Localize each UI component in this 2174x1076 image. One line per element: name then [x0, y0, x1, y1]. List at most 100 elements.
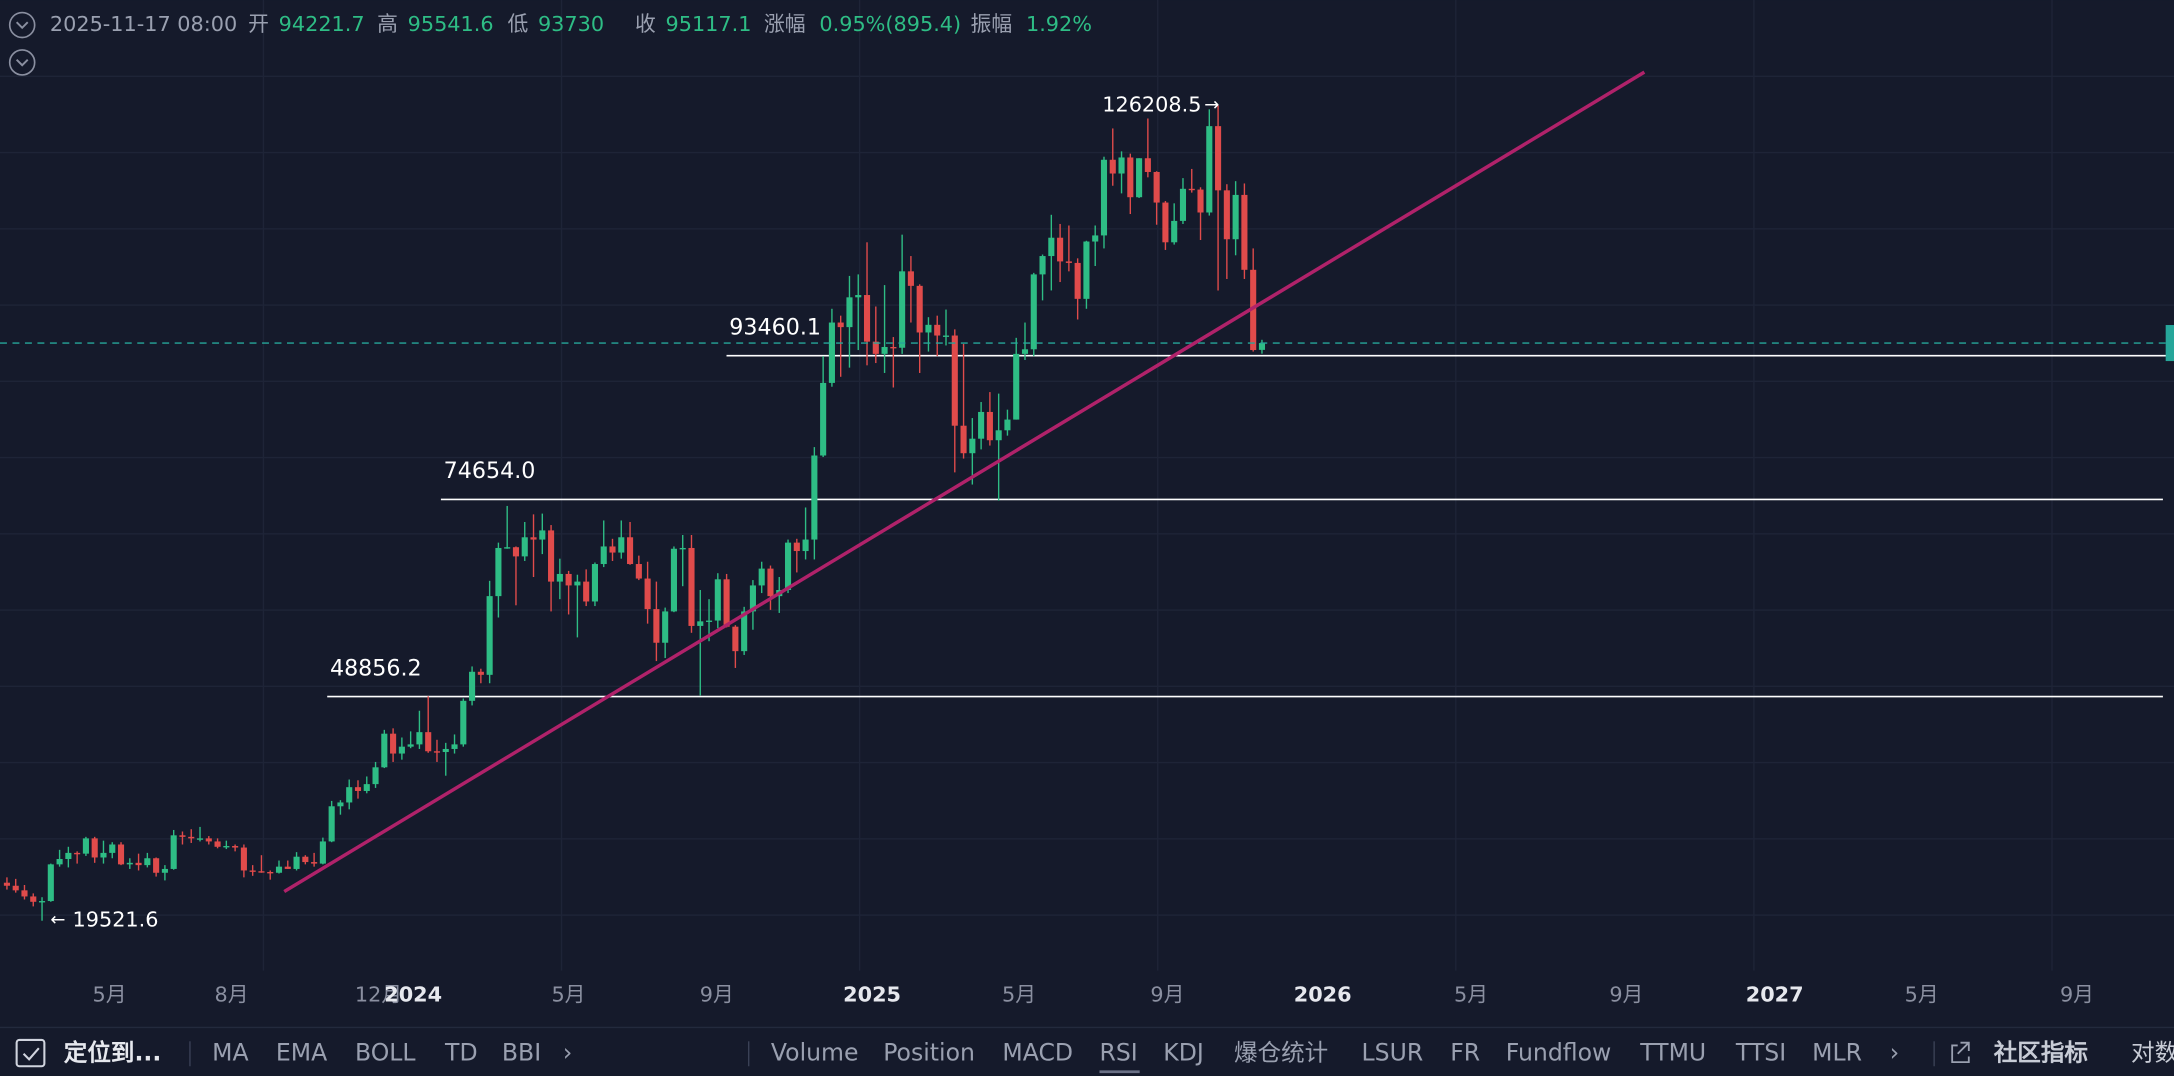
candle-body — [188, 836, 195, 839]
candle-body — [311, 862, 318, 864]
candle-body — [1057, 237, 1064, 262]
candle-body — [153, 858, 160, 873]
candle-body — [942, 335, 950, 337]
x-tick-label: 5月 — [1905, 983, 1939, 1007]
candle-body — [881, 346, 888, 354]
indicator-button[interactable]: MA — [212, 1038, 248, 1066]
indicator-button[interactable]: TTSI — [1735, 1038, 1786, 1066]
x-tick-label: 9月 — [1609, 983, 1643, 1007]
candle-body — [179, 835, 186, 837]
candle-body — [1153, 171, 1160, 203]
more-arrow[interactable]: › — [1890, 1038, 1899, 1066]
candle-body — [662, 611, 669, 643]
candle-body — [275, 866, 283, 873]
candle-body — [425, 732, 432, 752]
candle-body — [679, 547, 686, 550]
chevron — [15, 21, 29, 30]
indicator-button[interactable]: MLR — [1812, 1038, 1862, 1066]
candle-body — [249, 870, 256, 872]
header: 2025-11-17 08:00 开 94221.7 高 95541.6 低 9… — [8, 11, 1092, 76]
candle-body — [855, 295, 862, 298]
check — [22, 1047, 40, 1061]
candle-body — [223, 846, 230, 848]
candle-body — [1030, 274, 1037, 350]
candle-body — [749, 585, 756, 612]
candle-body — [284, 866, 291, 869]
candle-body — [609, 546, 616, 553]
indicator-button[interactable]: FR — [1450, 1038, 1480, 1066]
x-tick-label: 5月 — [1002, 983, 1036, 1007]
candle-body — [407, 744, 414, 747]
candle-body — [21, 890, 28, 897]
candle-body — [442, 748, 449, 753]
candle-body — [1258, 343, 1266, 350]
indicator-button[interactable]: LSUR — [1362, 1038, 1424, 1066]
candle-body — [1136, 158, 1143, 198]
x-tick-label: 5月 — [551, 983, 585, 1007]
indicator-button[interactable]: MACD — [1002, 1038, 1073, 1066]
candle-body — [723, 579, 730, 627]
candle-body — [1197, 189, 1204, 213]
candle-body — [714, 579, 721, 621]
candle-body — [960, 425, 967, 454]
candle-body — [74, 852, 81, 855]
indicator-button[interactable]: Volume — [771, 1038, 859, 1066]
open-label: 开 — [248, 12, 269, 36]
indicator-button[interactable]: Fundflow — [1506, 1038, 1612, 1066]
x-tick-label: 5月 — [93, 983, 127, 1007]
expand-icon[interactable] — [8, 49, 36, 76]
candle-body — [521, 537, 528, 557]
candle-body — [872, 341, 879, 354]
log-toggle[interactable]: 对数 — [2131, 1038, 2174, 1066]
candle-body — [784, 542, 792, 591]
indicator-button[interactable]: KDJ — [1163, 1038, 1204, 1066]
indicator-button[interactable]: RSI — [1099, 1038, 1137, 1066]
candle-body — [1083, 241, 1090, 299]
candle-body — [995, 430, 1002, 441]
amplitude-value: 1.92% — [1026, 12, 1092, 36]
candle-body — [802, 539, 809, 552]
collapse-icon[interactable] — [8, 11, 36, 39]
candle-body — [548, 530, 555, 582]
annotation-arrow: → — [1204, 94, 1219, 115]
candle-body — [433, 751, 441, 753]
plot: 93460.1 74654.0 48856.2 126208.5 → ← 19521.6 5月… — [0, 92, 2174, 1007]
indicator-button[interactable]: BOLL — [355, 1038, 416, 1066]
candle-body — [477, 671, 484, 675]
indicator-button[interactable]: EMA — [276, 1038, 327, 1066]
candle-body — [1127, 157, 1134, 198]
candle-body — [1232, 194, 1239, 240]
candle-body — [1065, 261, 1072, 263]
indicator-button[interactable]: BBI — [502, 1038, 541, 1066]
candle-body — [398, 746, 405, 754]
candle-body — [635, 564, 642, 579]
candle-body — [416, 732, 423, 745]
candle-body — [337, 802, 344, 807]
indicator-button[interactable]: TTMU — [1639, 1038, 1706, 1066]
community-indicators[interactable]: 社区指标 — [1994, 1038, 2089, 1066]
indicator-button[interactable]: TD — [444, 1038, 478, 1066]
candle-body — [214, 841, 221, 847]
close-value: 95117.1 — [666, 12, 752, 36]
candle-body — [205, 838, 212, 842]
low-value: 93730 — [538, 12, 604, 36]
candle-body — [574, 581, 581, 586]
indicator-button[interactable]: Position — [883, 1038, 975, 1066]
x-tick-label: 2026 — [1294, 983, 1352, 1007]
candle-body — [732, 626, 739, 652]
price-level-label: 93460.1 — [729, 314, 821, 340]
indicator-button[interactable]: 爆仓统计 — [1234, 1038, 1328, 1066]
calendar-icon[interactable] — [15, 1038, 46, 1068]
locate-button[interactable]: 定位到... — [64, 1038, 162, 1066]
more-arrow[interactable]: › — [563, 1038, 572, 1066]
candle-body — [539, 530, 546, 540]
edit-icon — [1951, 1041, 1970, 1063]
candle-body — [837, 322, 844, 328]
x-tick-label: 9月 — [700, 983, 734, 1007]
candle-body — [486, 596, 493, 675]
low-annotation: 19521.6 — [73, 908, 159, 932]
x-tick-label: 9月 — [2060, 983, 2094, 1007]
candle-body — [30, 896, 37, 902]
candle-body — [1162, 202, 1169, 243]
